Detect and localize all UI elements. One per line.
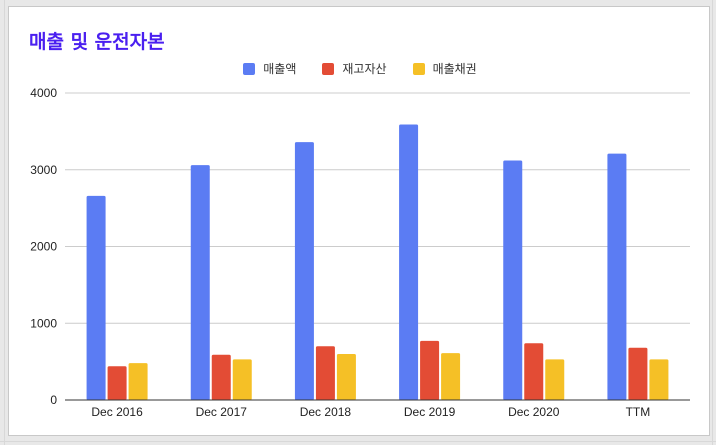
bar: [628, 347, 648, 400]
bar: [420, 340, 440, 400]
legend-item-receivables[interactable]: 매출채권: [412, 60, 477, 77]
bar: [441, 353, 461, 400]
bar: [211, 354, 231, 400]
plot-area: 0 1000 2000 3000 4000 Dec 2016 Dec 2017 Dec 201…: [30, 86, 690, 419]
bar: [524, 343, 544, 400]
y-tick-label: 2000: [30, 240, 57, 254]
x-tick-label: Dec 2017: [196, 405, 248, 419]
y-tick-label: 0: [50, 393, 57, 407]
bar: [607, 153, 627, 400]
legend: 매출액 재고자산 매출채권: [9, 60, 711, 77]
sheet-gridline: [0, 441, 716, 442]
bar: [294, 142, 314, 400]
legend-label-receivables: 매출채권: [432, 62, 477, 76]
legend-swatch-receivables: [412, 62, 425, 75]
bar: [190, 165, 210, 400]
bar: [649, 359, 669, 400]
bar: [399, 124, 419, 400]
y-tick-label: 3000: [30, 163, 57, 177]
bar: [86, 195, 106, 400]
bar: [232, 359, 252, 400]
legend-item-revenue[interactable]: 매출액: [243, 60, 296, 77]
bar: [315, 346, 335, 400]
x-tick-label: Dec 2020: [508, 405, 560, 419]
x-tick-label: Dec 2018: [300, 405, 352, 419]
legend-swatch-revenue: [243, 62, 256, 75]
bar: [545, 359, 565, 400]
bar: [503, 160, 523, 400]
chart-title: 매출 및 운전자본: [29, 31, 165, 53]
bar: [107, 366, 127, 400]
sheet-gridline: [712, 0, 713, 445]
y-tick-label: 4000: [30, 86, 57, 100]
bar: [336, 353, 356, 400]
legend-swatch-inventory: [322, 62, 335, 75]
bar: [128, 363, 148, 400]
y-tick-label: 1000: [30, 316, 57, 330]
sheet-gridline: [4, 0, 5, 445]
legend-item-inventory[interactable]: 재고자산: [322, 60, 387, 77]
x-tick-label: Dec 2019: [404, 405, 456, 419]
x-tick-label: Dec 2016: [91, 405, 143, 419]
chart-card[interactable]: 매출 및 운전자본 매출액 재고자산 매출채권 0 1000 2000 3000 400…: [8, 6, 710, 436]
legend-label-inventory: 재고자산: [342, 62, 387, 76]
legend-label-revenue: 매출액: [263, 62, 297, 76]
x-tick-label: TTM: [626, 405, 651, 419]
